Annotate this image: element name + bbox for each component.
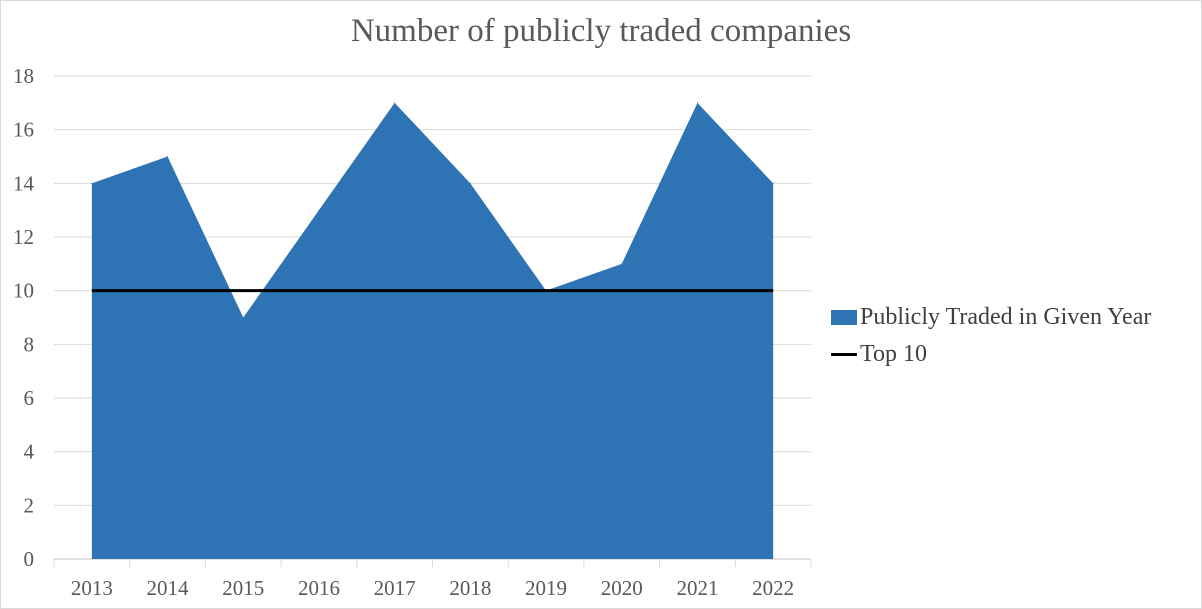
legend-label-line: Top 10: [860, 341, 927, 367]
legend-label-area: Publicly Traded in Given Year: [860, 304, 1152, 330]
area-point: [394, 102, 396, 104]
area-point: [621, 263, 623, 265]
x-tick-label: 2020: [601, 576, 643, 600]
x-tick-label: 2022: [752, 576, 794, 600]
y-tick-label: 6: [24, 386, 35, 410]
x-tick-label: 2019: [525, 576, 567, 600]
y-tick-label: 8: [24, 332, 35, 356]
area-point: [242, 317, 244, 318]
area-point: [167, 156, 169, 157]
y-tick-label: 2: [24, 493, 35, 517]
legend-item-line: Top 10: [831, 336, 1151, 373]
y-tick-label: 16: [13, 118, 34, 142]
legend-swatch-line: [831, 353, 857, 356]
y-tick-label: 14: [13, 171, 35, 195]
area-series-publicly-traded: [91, 102, 774, 559]
area-point: [772, 182, 774, 184]
x-tick-label: 2016: [298, 576, 340, 600]
y-tick-label: 18: [13, 64, 34, 88]
area-point: [91, 182, 93, 184]
x-tick-label: 2015: [222, 576, 264, 600]
area-point: [469, 182, 471, 184]
area-point: [696, 102, 698, 104]
x-tick-label: 2021: [676, 576, 718, 600]
legend-swatch-area: [831, 310, 857, 325]
x-tick-label: 2014: [147, 576, 190, 600]
x-tick-label: 2018: [449, 576, 491, 600]
chart-title: Number of publicly traded companies: [350, 13, 852, 49]
x-tick-label: 2013: [71, 576, 113, 600]
y-tick-label: 0: [24, 547, 35, 571]
area-point: [318, 209, 320, 211]
y-tick-label: 12: [13, 225, 34, 249]
legend-item-area: Publicly Traded in Given Year: [831, 299, 1151, 336]
y-tick-label: 4: [24, 440, 35, 464]
chart-legend: Publicly Traded in Given Year Top 10: [831, 299, 1151, 373]
y-tick-label: 10: [13, 279, 34, 303]
x-tick-label: 2017: [374, 576, 416, 600]
